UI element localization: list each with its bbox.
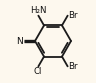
Text: Br: Br xyxy=(69,11,78,20)
Text: N: N xyxy=(16,37,23,45)
Text: Cl: Cl xyxy=(34,67,42,76)
Text: H₂N: H₂N xyxy=(30,6,47,15)
Text: Br: Br xyxy=(69,62,78,71)
